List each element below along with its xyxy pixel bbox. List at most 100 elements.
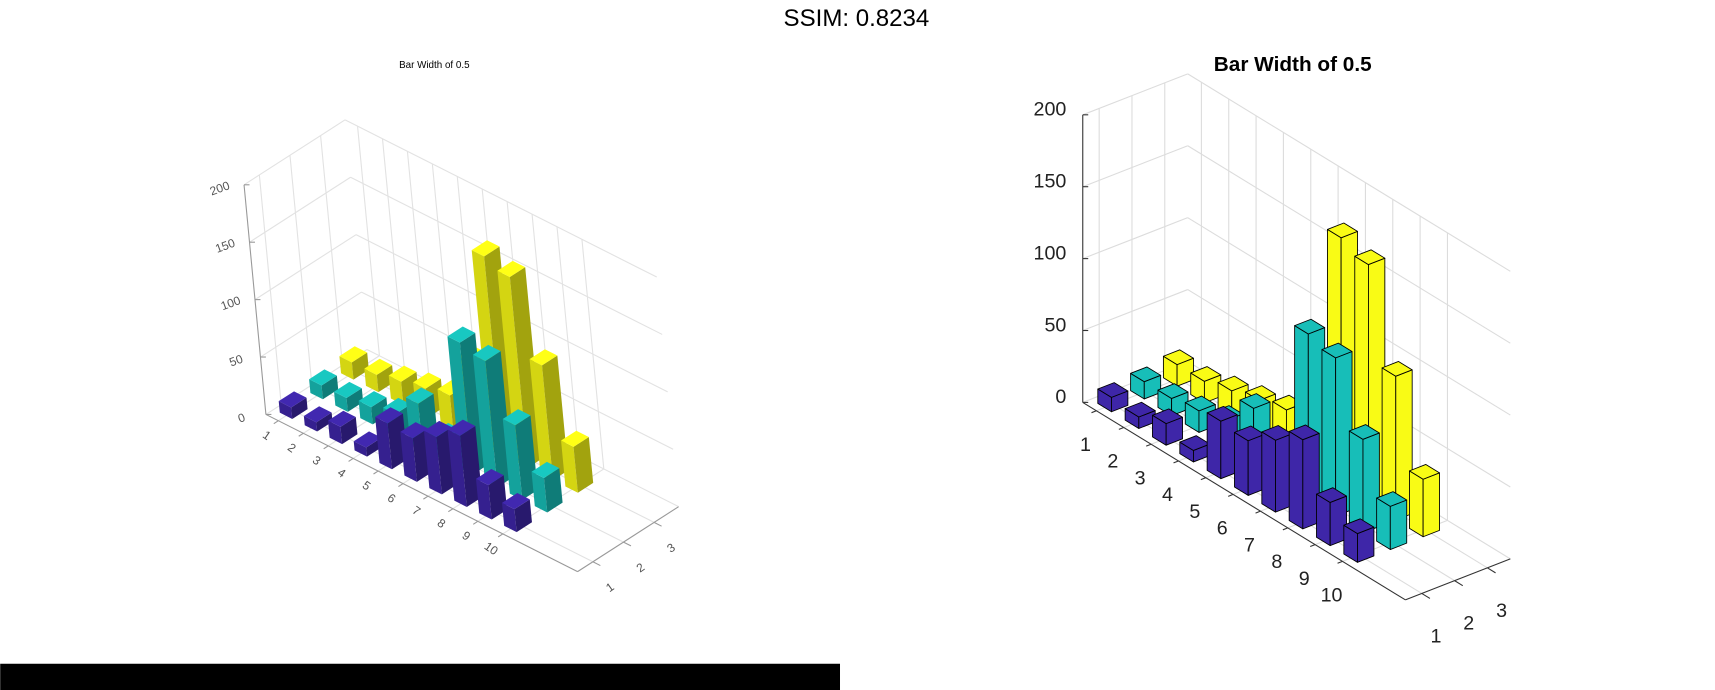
x-tick xyxy=(1337,560,1343,564)
bar-front xyxy=(437,389,454,430)
z-tick-label: 150 xyxy=(1034,171,1067,193)
grid-line xyxy=(581,239,605,470)
bar-front xyxy=(1261,431,1276,513)
chart-title: Bar Width of 0.5 xyxy=(399,60,470,71)
bar-side xyxy=(376,365,394,393)
x-axis xyxy=(1082,401,1406,601)
grid-line xyxy=(254,234,357,301)
bar-top xyxy=(334,381,362,399)
bar-top xyxy=(529,349,558,366)
bar-front xyxy=(531,471,548,513)
y-axis xyxy=(1405,558,1511,601)
bar-top xyxy=(358,391,387,408)
x-tick xyxy=(323,445,329,450)
x-tick-label: 9 xyxy=(1299,568,1310,590)
bar-top xyxy=(1316,487,1348,503)
bar-top xyxy=(1326,222,1358,239)
bar-side xyxy=(514,499,532,533)
bar-top xyxy=(328,410,356,427)
bar-top xyxy=(471,240,500,257)
grid-line xyxy=(260,291,362,358)
bar-top xyxy=(375,407,403,424)
bar-side xyxy=(542,355,569,481)
y-tick xyxy=(1487,567,1496,574)
bar-top xyxy=(1354,249,1386,266)
bar-top xyxy=(1152,408,1183,425)
bar-front xyxy=(529,359,553,481)
bar-top xyxy=(1124,401,1156,418)
bar-front xyxy=(339,356,354,380)
bar-top xyxy=(1157,383,1189,399)
bar-front xyxy=(447,429,467,507)
bar-front xyxy=(328,420,343,445)
bar-side xyxy=(346,388,364,412)
y-tick-label: 2 xyxy=(1463,613,1474,635)
bar-top xyxy=(1409,464,1440,480)
bar-front xyxy=(278,401,293,419)
bar-side xyxy=(509,267,544,468)
x-tick xyxy=(1145,443,1152,447)
grid-line xyxy=(1082,217,1188,260)
bar-front xyxy=(309,379,323,400)
chart-title: Bar Width of 0.5 xyxy=(1214,53,1372,76)
y-tick xyxy=(1454,580,1464,587)
x-tick xyxy=(423,495,429,500)
bar-front xyxy=(502,418,523,500)
bar-top xyxy=(400,422,429,439)
bar-front xyxy=(303,416,318,432)
grid-line xyxy=(357,126,380,356)
x-tick-label: 4 xyxy=(1162,484,1173,506)
bar-front xyxy=(423,430,442,495)
x-tick xyxy=(398,483,404,488)
y-tick xyxy=(653,521,662,527)
bar-top xyxy=(472,344,501,361)
y-tick xyxy=(592,561,601,567)
bar-side xyxy=(321,375,339,400)
bar-top xyxy=(1381,361,1413,377)
bar-top xyxy=(447,419,476,436)
z-tick-label: 200 xyxy=(208,178,232,198)
x-tick xyxy=(1173,460,1179,464)
x-tick xyxy=(298,432,304,437)
bar-top xyxy=(475,468,504,486)
x-tick-label: 10 xyxy=(1321,585,1343,607)
bar-front xyxy=(561,440,578,493)
bar-top xyxy=(531,461,560,478)
bar-front xyxy=(334,391,348,412)
y-tick xyxy=(623,541,632,547)
bar-top xyxy=(1321,342,1353,359)
bar-side xyxy=(543,468,563,513)
bar-top xyxy=(561,430,589,447)
grid-line xyxy=(320,135,344,366)
bar-top xyxy=(405,387,434,404)
ssim-label: SSIM: 0.8234 xyxy=(784,5,930,32)
bar-top xyxy=(447,326,476,343)
bar-front xyxy=(1234,431,1249,496)
bar-front xyxy=(1376,497,1391,550)
z-tick-label: 100 xyxy=(1034,242,1067,264)
bar-front xyxy=(475,478,492,520)
bar-front xyxy=(353,441,368,457)
bar-front xyxy=(1206,412,1222,480)
bar-front xyxy=(1288,430,1304,530)
bar-front xyxy=(1348,430,1364,534)
x-tick xyxy=(373,470,379,475)
x-tick-label: 7 xyxy=(1244,534,1255,556)
x-tick xyxy=(273,420,279,425)
bar-front xyxy=(1316,493,1331,547)
bar-front xyxy=(472,354,498,488)
x-tick xyxy=(348,457,354,462)
bar-top xyxy=(303,406,332,423)
bar-top xyxy=(502,493,530,510)
x-tick xyxy=(1255,510,1261,514)
bar-top xyxy=(388,365,417,382)
y-tick xyxy=(1421,592,1431,599)
bar-side xyxy=(460,425,483,507)
bar-top xyxy=(1097,382,1129,398)
x-tick-label: 5 xyxy=(1189,501,1200,523)
bar-front xyxy=(502,502,517,533)
x-tick-label: 6 xyxy=(1217,518,1228,540)
grid-line xyxy=(1187,73,1511,272)
